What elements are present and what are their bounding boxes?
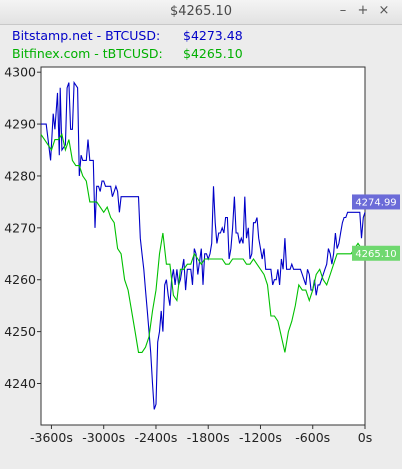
last-price-badge-bg	[352, 194, 400, 210]
y-tick-label: 4240	[4, 376, 36, 391]
x-tick-label: -1800s	[187, 430, 230, 445]
last-price-badge: 4265.10	[355, 249, 396, 260]
legend-price-bitstamp: $4273.48	[183, 28, 243, 43]
y-axis: 4240 4250 4260 4270 4280 4290 4300	[4, 65, 41, 391]
y-tick-label: 4260	[4, 272, 36, 287]
legend-price-bitfinex: $4265.10	[183, 46, 243, 61]
y-tick-label: 4250	[4, 324, 36, 339]
x-axis: -3600s -3000s -2400s -1800s -1200s -600s 0s	[30, 425, 372, 445]
y-tick-label: 4280	[4, 168, 36, 183]
x-tick-label: 0s	[358, 430, 372, 445]
minimize-icon[interactable]: –	[339, 3, 347, 18]
last-price-labels: 4274.99 4265.10	[352, 194, 400, 261]
x-tick-label: -3600s	[30, 430, 73, 445]
y-tick-label: 4300	[4, 65, 36, 80]
y-tick-label: 4270	[4, 220, 36, 235]
x-tick-label: -1200s	[239, 430, 282, 445]
series-line-0	[41, 80, 366, 410]
series-group	[40, 80, 366, 410]
x-tick-label: -3000s	[82, 430, 125, 445]
last-price-badge: 4274.99	[355, 197, 396, 208]
window-titlebar[interactable]: $4265.10 – + ×	[0, 0, 402, 25]
window-title: $4265.10	[169, 4, 233, 19]
last-price-badge-bg	[352, 245, 400, 261]
legend-label-bitstamp: Bitstamp.net - BTCUSD:	[12, 28, 161, 43]
y-tick-label: 4290	[4, 117, 36, 132]
x-tick-label: -600s	[295, 430, 330, 445]
x-tick-label: -2400s	[135, 430, 178, 445]
legend-label-bitfinex: Bitfinex.com - tBTCUSD:	[12, 46, 163, 61]
series-line-1	[40, 133, 366, 353]
maximize-icon[interactable]: +	[357, 3, 369, 18]
plot-area	[40, 66, 366, 426]
close-icon[interactable]: ×	[378, 3, 390, 18]
